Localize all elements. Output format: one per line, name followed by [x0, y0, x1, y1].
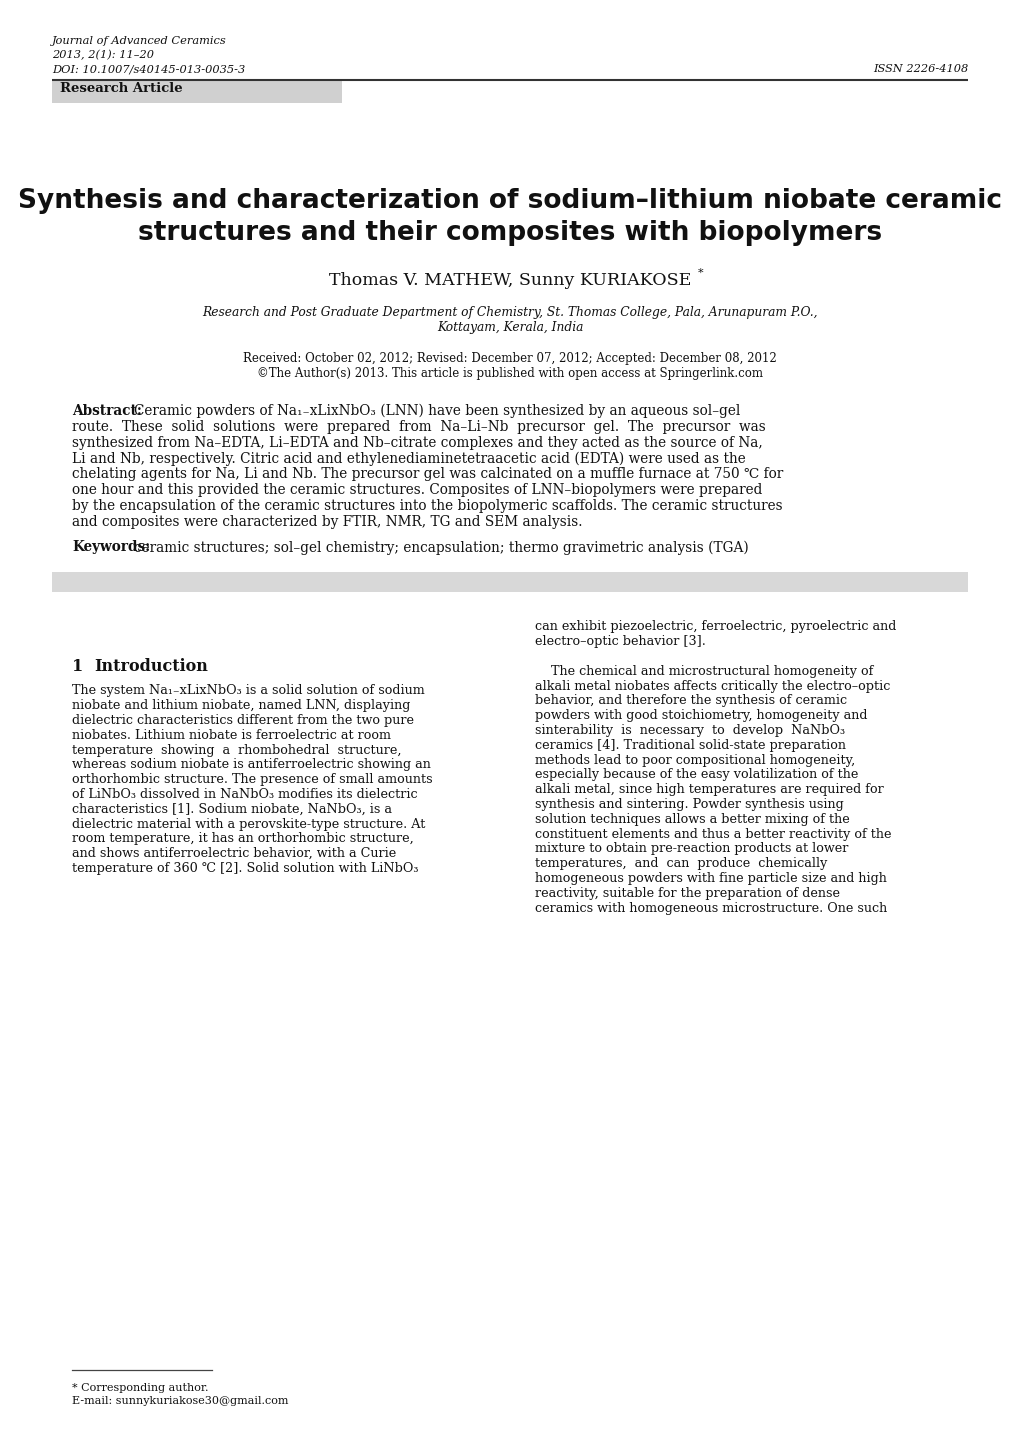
Text: niobates. Lithium niobate is ferroelectric at room: niobates. Lithium niobate is ferroelectr… — [72, 728, 390, 741]
Text: ISSN 2226-4108: ISSN 2226-4108 — [872, 63, 967, 74]
Text: E-mail: sunnykuriakose30@gmail.com: E-mail: sunnykuriakose30@gmail.com — [72, 1396, 288, 1406]
Text: Li and Nb, respectively. Citric acid and ethylenediaminetetraacetic acid (EDTA) : Li and Nb, respectively. Citric acid and… — [72, 451, 745, 466]
Text: The system Na₁₋xLixNbO₃ is a solid solution of sodium: The system Na₁₋xLixNbO₃ is a solid solut… — [72, 685, 424, 698]
Text: *: * — [697, 268, 703, 278]
Text: of LiNbO₃ dissolved in NaNbO₃ modifies its dielectric: of LiNbO₃ dissolved in NaNbO₃ modifies i… — [72, 787, 417, 800]
Bar — [52, 572, 967, 593]
Text: methods lead to poor compositional homogeneity,: methods lead to poor compositional homog… — [535, 754, 854, 767]
Text: room temperature, it has an orthorhombic structure,: room temperature, it has an orthorhombic… — [72, 832, 414, 845]
Text: and composites were characterized by FTIR, NMR, TG and SEM analysis.: and composites were characterized by FTI… — [72, 515, 582, 529]
Text: ceramics [4]. Traditional solid-state preparation: ceramics [4]. Traditional solid-state pr… — [535, 738, 845, 751]
Text: Research and Post Graduate Department of Chemistry, St. Thomas College, Pala, Ar: Research and Post Graduate Department of… — [202, 306, 817, 319]
Text: synthesized from Na–EDTA, Li–EDTA and Nb–citrate complexes and they acted as the: synthesized from Na–EDTA, Li–EDTA and Nb… — [72, 435, 762, 450]
Text: chelating agents for Na, Li and Nb. The precursor gel was calcinated on a muffle: chelating agents for Na, Li and Nb. The … — [72, 467, 783, 482]
Text: Research Article: Research Article — [60, 82, 182, 95]
Text: Kottayam, Kerala, India: Kottayam, Kerala, India — [436, 322, 583, 335]
Text: can exhibit piezoelectric, ferroelectric, pyroelectric and: can exhibit piezoelectric, ferroelectric… — [535, 620, 896, 633]
Text: The chemical and microstructural homogeneity of: The chemical and microstructural homogen… — [535, 665, 872, 678]
Text: Abstract:: Abstract: — [72, 404, 142, 418]
Text: Introduction: Introduction — [94, 659, 208, 675]
Text: powders with good stoichiometry, homogeneity and: powders with good stoichiometry, homogen… — [535, 709, 866, 722]
Text: ©The Author(s) 2013. This article is published with open access at Springerlink.: ©The Author(s) 2013. This article is pub… — [257, 368, 762, 381]
Text: sinterability  is  necessary  to  develop  NaNbO₃: sinterability is necessary to develop Na… — [535, 724, 845, 737]
Text: constituent elements and thus a better reactivity of the: constituent elements and thus a better r… — [535, 828, 891, 841]
Text: ceramics with homogeneous microstructure. One such: ceramics with homogeneous microstructure… — [535, 901, 887, 914]
Text: temperature of 360 ℃ [2]. Solid solution with LiNbO₃: temperature of 360 ℃ [2]. Solid solution… — [72, 862, 418, 875]
Text: structures and their composites with biopolymers: structures and their composites with bio… — [138, 221, 881, 247]
Text: ceramic structures; sol–gel chemistry; encapsulation; thermo gravimetric analysi: ceramic structures; sol–gel chemistry; e… — [133, 541, 748, 555]
Text: by the encapsulation of the ceramic structures into the biopolymeric scaffolds. : by the encapsulation of the ceramic stru… — [72, 499, 782, 513]
Text: and shows antiferroelectric behavior, with a Curie: and shows antiferroelectric behavior, wi… — [72, 848, 395, 861]
Text: synthesis and sintering. Powder synthesis using: synthesis and sintering. Powder synthesi… — [535, 797, 843, 810]
Bar — [52, 81, 341, 102]
Text: electro–optic behavior [3].: electro–optic behavior [3]. — [535, 634, 705, 649]
Text: reactivity, suitable for the preparation of dense: reactivity, suitable for the preparation… — [535, 887, 840, 900]
Text: characteristics [1]. Sodium niobate, NaNbO₃, is a: characteristics [1]. Sodium niobate, NaN… — [72, 803, 391, 816]
Text: mixture to obtain pre-reaction products at lower: mixture to obtain pre-reaction products … — [535, 842, 848, 855]
Text: niobate and lithium niobate, named LNN, displaying: niobate and lithium niobate, named LNN, … — [72, 699, 410, 712]
Text: behavior, and therefore the synthesis of ceramic: behavior, and therefore the synthesis of… — [535, 695, 847, 708]
Text: whereas sodium niobate is antiferroelectric showing an: whereas sodium niobate is antiferroelect… — [72, 758, 430, 771]
Text: * Corresponding author.: * Corresponding author. — [72, 1383, 208, 1393]
Text: homogeneous powders with fine particle size and high: homogeneous powders with fine particle s… — [535, 872, 886, 885]
Text: route.  These  solid  solutions  were  prepared  from  Na–Li–Nb  precursor  gel.: route. These solid solutions were prepar… — [72, 420, 765, 434]
Text: temperatures,  and  can  produce  chemically: temperatures, and can produce chemically — [535, 857, 826, 870]
Text: dielectric material with a perovskite-type structure. At: dielectric material with a perovskite-ty… — [72, 818, 425, 831]
Text: solution techniques allows a better mixing of the: solution techniques allows a better mixi… — [535, 813, 849, 826]
Text: alkali metal, since high temperatures are required for: alkali metal, since high temperatures ar… — [535, 783, 882, 796]
Text: Received: October 02, 2012; Revised: December 07, 2012; Accepted: December 08, 2: Received: October 02, 2012; Revised: Dec… — [243, 352, 776, 365]
Text: Synthesis and characterization of sodium–lithium niobate ceramic: Synthesis and characterization of sodium… — [18, 187, 1001, 213]
Text: 1: 1 — [72, 659, 84, 675]
Text: especially because of the easy volatilization of the: especially because of the easy volatiliz… — [535, 769, 858, 782]
Text: Ceramic powders of Na₁₋xLixNbO₃ (LNN) have been synthesized by an aqueous sol–ge: Ceramic powders of Na₁₋xLixNbO₃ (LNN) ha… — [133, 404, 740, 418]
Text: temperature  showing  a  rhombohedral  structure,: temperature showing a rhombohedral struc… — [72, 744, 401, 757]
Text: one hour and this provided the ceramic structures. Composites of LNN–biopolymers: one hour and this provided the ceramic s… — [72, 483, 761, 497]
Text: dielectric characteristics different from the two pure: dielectric characteristics different fro… — [72, 714, 414, 727]
Text: DOI: 10.1007/s40145-013-0035-3: DOI: 10.1007/s40145-013-0035-3 — [52, 63, 245, 74]
Text: 2013, 2(1): 11–20: 2013, 2(1): 11–20 — [52, 50, 154, 61]
Text: alkali metal niobates affects critically the electro–optic: alkali metal niobates affects critically… — [535, 679, 890, 692]
Text: Thomas V. MATHEW, Sunny KURIAKOSE: Thomas V. MATHEW, Sunny KURIAKOSE — [328, 273, 691, 288]
Text: Journal of Advanced Ceramics: Journal of Advanced Ceramics — [52, 36, 226, 46]
Text: Keywords:: Keywords: — [72, 541, 150, 554]
Text: orthorhombic structure. The presence of small amounts: orthorhombic structure. The presence of … — [72, 773, 432, 786]
